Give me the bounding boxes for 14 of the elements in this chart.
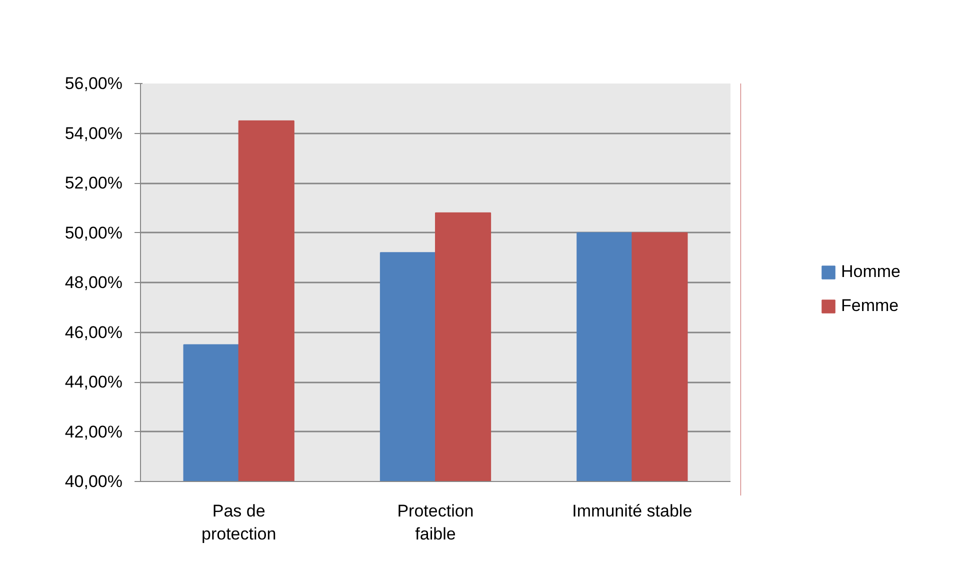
legend-label: Homme — [841, 262, 901, 282]
legend-label: Femme — [841, 296, 899, 316]
y-tick-label: 42,00% — [64, 422, 123, 442]
y-tick-label: 56,00% — [64, 74, 123, 93]
y-tick-label: 48,00% — [64, 273, 123, 292]
x-tick-label: Immunité stable — [572, 502, 692, 520]
x-tick-label: Protection faible — [397, 502, 474, 544]
y-tick-label: 40,00% — [64, 472, 123, 491]
y-tick-label: 44,00% — [64, 372, 123, 392]
y-tick-label: 52,00% — [64, 174, 123, 192]
y-tick-label: 54,00% — [64, 124, 123, 143]
y-tick-label: 50,00% — [64, 223, 123, 242]
x-tick-label: Pas de protection — [202, 502, 276, 544]
y-tick-label: 46,00% — [64, 322, 123, 342]
